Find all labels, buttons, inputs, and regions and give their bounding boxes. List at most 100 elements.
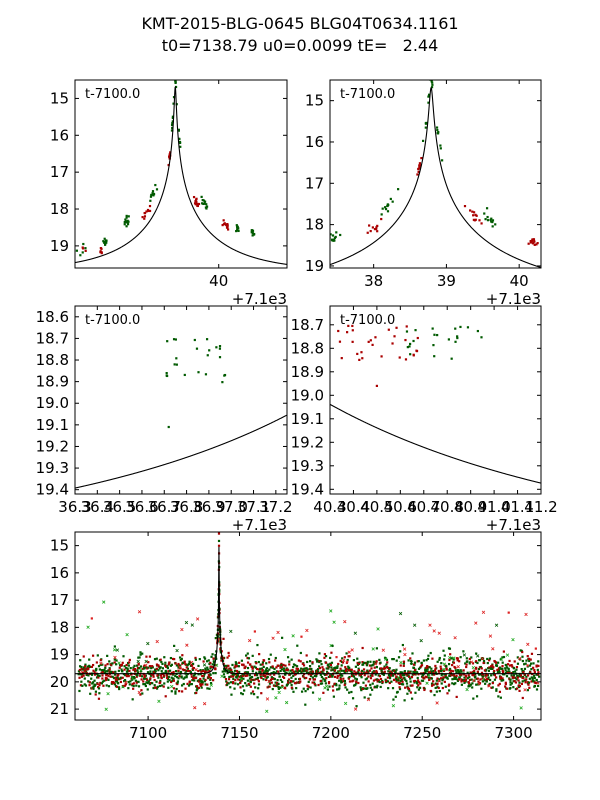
data-point [78, 668, 81, 672]
data-point [111, 675, 114, 678]
data-point [376, 627, 380, 631]
data-point [430, 86, 434, 89]
data-point [280, 663, 283, 667]
data-point [345, 661, 348, 664]
data-point [105, 677, 109, 680]
data-point [290, 686, 293, 689]
data-point [150, 673, 153, 676]
data-point [106, 692, 110, 696]
data-point [499, 657, 504, 661]
data-point [151, 665, 154, 668]
data-point [436, 683, 439, 686]
data-point [460, 678, 463, 681]
data-point [81, 251, 84, 254]
data-point [533, 668, 536, 672]
data-point [121, 676, 124, 679]
data-point [437, 631, 441, 635]
data-point [235, 230, 238, 233]
data-point [175, 687, 178, 691]
data-point [264, 678, 268, 682]
data-point [336, 688, 339, 691]
x-tick-label: 38 [364, 272, 383, 290]
data-point [296, 644, 299, 647]
data-point [479, 665, 482, 669]
data-point [95, 676, 99, 679]
data-point [500, 679, 503, 682]
data-point [205, 338, 209, 341]
data-point [533, 684, 537, 688]
data-point [149, 195, 153, 198]
data-point [133, 676, 136, 680]
data-point [369, 693, 372, 696]
data-point [342, 680, 345, 683]
data-point [303, 667, 306, 670]
data-point [268, 661, 271, 664]
data-point [388, 671, 391, 674]
data-point [396, 675, 401, 680]
data-point [209, 678, 212, 681]
data-point [289, 260, 291, 262]
data-point [335, 231, 338, 234]
data-point [278, 675, 281, 678]
data-point [464, 662, 467, 665]
data-point [448, 674, 452, 677]
data-point [494, 223, 497, 226]
data-point [429, 651, 432, 655]
data-point [93, 671, 96, 674]
data-point [206, 687, 209, 690]
data-point [271, 665, 274, 668]
data-point [277, 687, 280, 690]
data-point [276, 678, 279, 682]
data-point [435, 690, 438, 693]
data-point [192, 676, 195, 680]
data-point [374, 662, 378, 666]
data-point [321, 670, 324, 673]
data-point [497, 670, 500, 674]
data-point [237, 683, 240, 686]
data-point [323, 653, 326, 656]
data-point [286, 656, 290, 659]
data-point [375, 686, 378, 689]
data-point [339, 233, 342, 237]
data-point [139, 674, 142, 677]
data-point [320, 675, 323, 679]
data-point [175, 648, 179, 653]
data-point [339, 678, 342, 681]
data-point [420, 157, 423, 160]
data-point [175, 676, 179, 679]
data-point [428, 666, 431, 669]
data-point [140, 689, 143, 692]
data-point [518, 685, 522, 688]
data-point [420, 661, 423, 664]
data-point [521, 659, 524, 663]
data-point [354, 665, 357, 668]
data-point [444, 676, 448, 679]
data-point [398, 677, 402, 680]
data-point [208, 675, 211, 678]
data-point [325, 670, 329, 673]
data-point [187, 684, 191, 687]
data-point [350, 668, 353, 671]
data-point [500, 667, 503, 671]
data-point [98, 692, 101, 695]
data-point [482, 661, 485, 665]
data-point [431, 327, 434, 330]
data-point [423, 688, 426, 692]
data-point [194, 676, 198, 680]
data-point [530, 667, 533, 671]
data-point [411, 697, 414, 700]
data-point [368, 224, 371, 227]
data-point [350, 669, 353, 673]
data-point [374, 673, 377, 676]
data-point [409, 657, 412, 660]
data-point [313, 681, 316, 684]
data-point [526, 674, 530, 677]
data-point [458, 676, 461, 679]
data-point [374, 336, 377, 339]
data-point [587, 253, 589, 255]
data-point [484, 682, 487, 685]
data-point [171, 679, 174, 682]
data-point [283, 670, 286, 673]
data-point [114, 670, 117, 673]
